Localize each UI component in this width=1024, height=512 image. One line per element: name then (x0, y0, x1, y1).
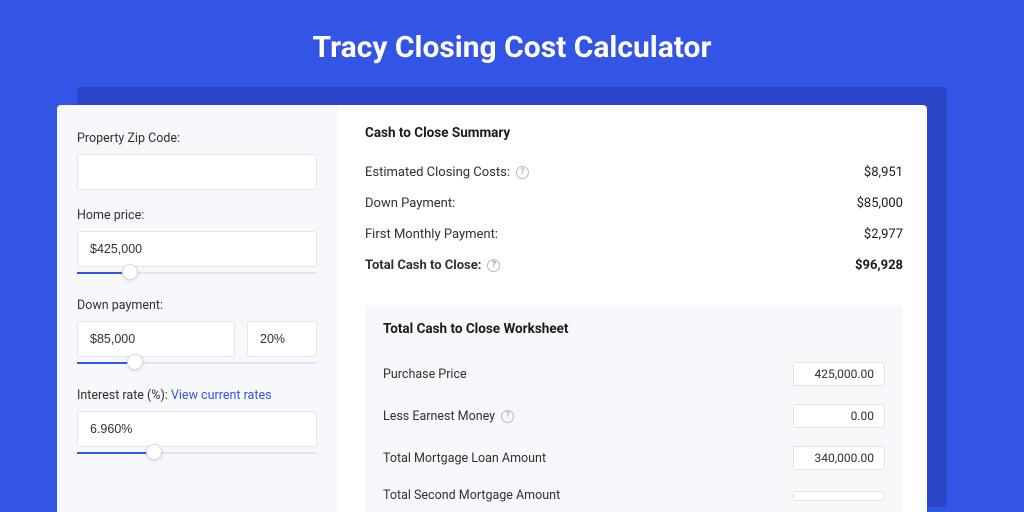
home-price-input[interactable] (77, 231, 317, 267)
summary-total-value: $96,928 (855, 258, 903, 273)
worksheet-row: Total Second Mortgage Amount (383, 479, 885, 512)
results-panel: Cash to Close Summary Estimated Closing … (337, 105, 927, 512)
worksheet-row-label: Purchase Price (383, 367, 467, 382)
summary-row: First Monthly Payment: $2,977 (365, 219, 903, 250)
summary-row-value: $2,977 (864, 227, 903, 242)
home-price-field: Home price: (77, 208, 317, 280)
worksheet-row-label: Total Second Mortgage Amount (383, 488, 560, 503)
down-payment-label: Down payment: (77, 298, 317, 313)
worksheet-title: Total Cash to Close Worksheet (383, 321, 885, 337)
worksheet-row: Total Mortgage Loan Amount 340,000.00 (383, 437, 885, 479)
help-icon[interactable]: ? (516, 166, 529, 179)
summary-row: Estimated Closing Costs: ? $8,951 (365, 157, 903, 188)
worksheet-row-value[interactable]: 0.00 (793, 404, 885, 428)
interest-rate-slider[interactable] (77, 446, 317, 460)
help-icon[interactable]: ? (501, 410, 514, 423)
worksheet-row-label: Total Mortgage Loan Amount (383, 451, 546, 466)
summary-total-label: Total Cash to Close: (365, 258, 481, 273)
interest-rate-label-text: Interest rate (%): (77, 388, 171, 403)
summary-row-label: Down Payment: (365, 196, 455, 211)
interest-rate-field: Interest rate (%): View current rates (77, 388, 317, 460)
calculator-card: Property Zip Code: Home price: Down paym… (57, 105, 927, 512)
zip-input[interactable] (77, 154, 317, 190)
worksheet-row-value[interactable]: 425,000.00 (793, 362, 885, 386)
down-payment-input[interactable] (77, 321, 235, 357)
home-price-label: Home price: (77, 208, 317, 223)
down-payment-slider[interactable] (77, 356, 317, 370)
summary-row-label: Estimated Closing Costs: (365, 165, 510, 180)
summary-title: Cash to Close Summary (365, 125, 903, 141)
zip-field: Property Zip Code: (77, 131, 317, 190)
worksheet-row-value[interactable] (793, 491, 885, 501)
view-rates-link[interactable]: View current rates (171, 388, 272, 403)
home-price-slider[interactable] (77, 266, 317, 280)
summary-row-value: $85,000 (857, 196, 903, 211)
summary-row-label: First Monthly Payment: (365, 227, 498, 242)
worksheet-row-value[interactable]: 340,000.00 (793, 446, 885, 470)
interest-rate-input[interactable] (77, 411, 317, 447)
help-icon[interactable]: ? (487, 259, 500, 272)
zip-label: Property Zip Code: (77, 131, 317, 146)
interest-rate-label: Interest rate (%): View current rates (77, 388, 317, 403)
page-title: Tracy Closing Cost Calculator (0, 0, 1024, 87)
down-payment-field: Down payment: (77, 298, 317, 370)
input-panel: Property Zip Code: Home price: Down paym… (57, 105, 337, 512)
summary-row: Down Payment: $85,000 (365, 188, 903, 219)
worksheet-row: Less Earnest Money ? 0.00 (383, 395, 885, 437)
worksheet-row-label: Less Earnest Money (383, 409, 495, 424)
summary-row-value: $8,951 (864, 165, 903, 180)
summary-total-row: Total Cash to Close: ? $96,928 (365, 250, 903, 281)
worksheet-row: Purchase Price 425,000.00 (383, 353, 885, 395)
down-payment-pct-input[interactable] (247, 321, 317, 357)
worksheet-panel: Total Cash to Close Worksheet Purchase P… (365, 305, 903, 512)
